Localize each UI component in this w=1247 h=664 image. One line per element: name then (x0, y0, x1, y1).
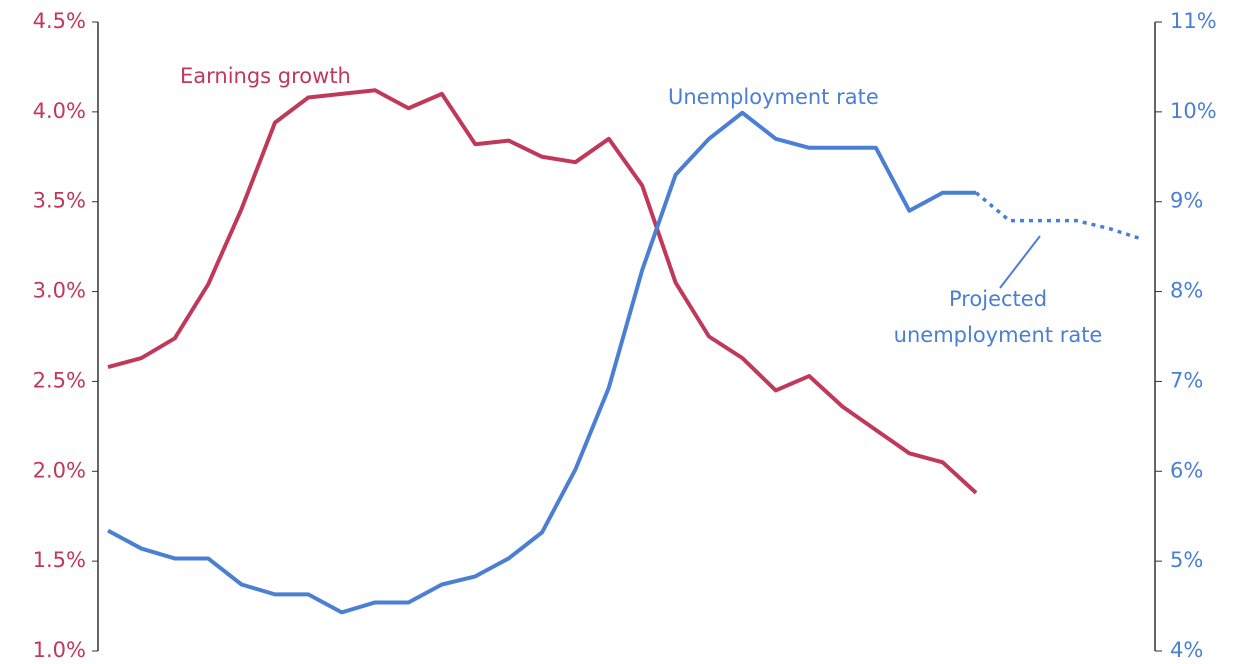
y2-tick-label: 4% (1170, 638, 1203, 662)
series-label: Earnings growth (180, 64, 351, 88)
series-line (974, 191, 1144, 242)
series-label: Unemployment rate (668, 85, 879, 109)
series-line (107, 88, 978, 495)
y2-tick-label: 8% (1170, 279, 1203, 303)
y2-tick-label: 10% (1170, 99, 1217, 123)
y-tick-label: 4.5% (33, 9, 86, 33)
y2-tick-label: 11% (1170, 9, 1217, 33)
y2-tick-label: 5% (1170, 548, 1203, 572)
y-tick-label: 1.5% (33, 548, 86, 572)
series-label: Projected unemployment rate (893, 287, 1103, 347)
y-tick-label: 2.0% (33, 458, 86, 482)
y-tick-label: 2.5% (33, 368, 86, 392)
y-tick-label: 4.0% (33, 99, 86, 123)
annotation-pointer (999, 235, 1041, 289)
y2-tick-label: 6% (1170, 458, 1203, 482)
y2-tick-label: 9% (1170, 189, 1203, 213)
y-tick-label: 1.0% (33, 638, 86, 662)
y-tick-label: 3.0% (33, 279, 86, 303)
y-tick-label: 3.5% (33, 189, 86, 213)
series-line (107, 110, 977, 615)
y2-tick-label: 7% (1170, 368, 1203, 392)
